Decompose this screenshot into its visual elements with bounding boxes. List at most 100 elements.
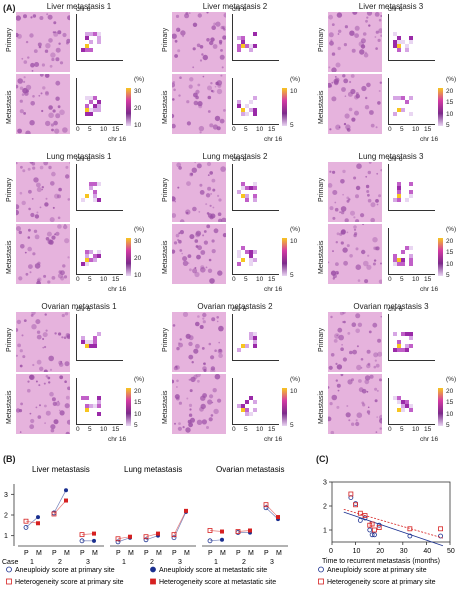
nucleus	[57, 216, 61, 220]
heatmap-cell	[397, 262, 401, 266]
nucleus	[359, 49, 365, 55]
panel-title: Lung metastasis 2	[202, 152, 268, 161]
nucleus	[44, 313, 47, 316]
nucleus	[45, 197, 48, 200]
nucleus	[67, 386, 70, 391]
pm-label-m: M	[184, 550, 190, 557]
nucleus	[39, 366, 44, 371]
heterogeneity-metastatic-point	[276, 515, 280, 520]
heatmap-cell	[85, 340, 89, 344]
nucleus	[355, 94, 360, 99]
x-tick: 0	[388, 126, 392, 133]
pm-label-p: P	[172, 550, 177, 557]
histology-texture	[16, 374, 70, 434]
nucleus	[182, 426, 185, 429]
nucleus	[179, 219, 185, 222]
heatmap-cell	[93, 340, 97, 344]
nucleus	[33, 49, 38, 53]
nucleus	[344, 218, 349, 222]
nucleus	[355, 264, 362, 270]
nucleus	[67, 256, 70, 259]
nucleus	[334, 333, 340, 339]
copy-number-heatmap	[388, 164, 435, 211]
copy-number-heatmap	[76, 164, 123, 211]
nucleus	[195, 374, 201, 378]
heatmap-cell	[397, 96, 401, 100]
pm-label-p: P	[24, 550, 29, 557]
nucleus	[178, 401, 182, 405]
row-label: Primary	[6, 177, 13, 202]
histology-image	[328, 224, 382, 284]
heatmap-cell	[409, 262, 413, 266]
nucleus	[182, 312, 189, 317]
heatmap-cell	[409, 246, 413, 250]
heatmap-cell	[253, 344, 257, 348]
panel-title: Liver metastasis 3	[358, 2, 424, 11]
heatmap-peak-cell	[397, 194, 401, 198]
nucleus	[174, 39, 178, 43]
nucleus	[352, 12, 358, 15]
nucleus	[213, 22, 217, 26]
heatmap-cell	[89, 32, 93, 36]
nucleus	[207, 399, 213, 405]
nucleus	[375, 363, 380, 368]
nucleus	[347, 332, 351, 335]
heatmap-cell	[241, 246, 245, 250]
heterogeneity-primary-point	[143, 534, 149, 540]
nucleus	[55, 401, 61, 407]
nucleus	[380, 262, 382, 265]
histology-texture	[172, 224, 226, 284]
x-tick: 15	[112, 126, 120, 133]
nucleus	[355, 247, 359, 251]
heatmap-cell	[409, 408, 413, 412]
histology-image	[172, 74, 226, 134]
nucleus	[368, 24, 371, 27]
nucleus	[203, 362, 206, 365]
nucleus	[354, 33, 359, 38]
nucleus	[47, 376, 51, 380]
colorbar-tick: 20	[446, 238, 454, 245]
nucleus	[55, 113, 61, 119]
heatmap-cell	[85, 404, 89, 408]
nucleus	[199, 45, 204, 49]
nucleus	[223, 109, 226, 112]
y-tick-label: 3	[4, 492, 8, 499]
heatmap-cell	[89, 340, 93, 344]
heatmap-cell	[253, 408, 257, 412]
nucleus	[189, 268, 192, 272]
nucleus	[353, 176, 357, 180]
nucleus	[201, 419, 207, 425]
heterogeneity-metastatic-point	[156, 531, 160, 536]
nucleus	[30, 418, 35, 424]
nucleus	[50, 428, 55, 433]
nucleus	[357, 279, 361, 282]
x-tick: 15	[112, 426, 120, 433]
heatmap-cell	[93, 194, 97, 198]
nucleus	[338, 126, 341, 128]
nucleus	[340, 347, 344, 351]
nucleus	[209, 171, 213, 175]
nucleus	[48, 165, 52, 170]
heatmap-cell	[81, 198, 85, 202]
nucleus	[363, 260, 369, 267]
nucleus	[199, 325, 204, 329]
nucleus	[51, 235, 56, 240]
heatmap-cell	[245, 344, 249, 348]
histology-texture	[328, 74, 382, 132]
nucleus	[25, 84, 32, 91]
nucleus	[380, 315, 382, 318]
heterogeneity-metastatic-point	[248, 528, 252, 533]
nucleus	[180, 30, 186, 36]
y-tick-label: 1	[323, 528, 327, 535]
copy-number-heatmap	[76, 78, 123, 125]
nucleus	[364, 375, 371, 381]
nucleus	[57, 194, 61, 199]
x-tick: 15	[268, 426, 276, 433]
heatmap-cell	[85, 254, 89, 258]
heatmap-cell	[241, 404, 245, 408]
nucleus	[59, 61, 64, 65]
histology-image	[172, 374, 226, 434]
aneuploidy-primary-point	[143, 537, 149, 543]
panel-a-label: (A)	[3, 3, 16, 13]
nucleus	[209, 123, 214, 128]
